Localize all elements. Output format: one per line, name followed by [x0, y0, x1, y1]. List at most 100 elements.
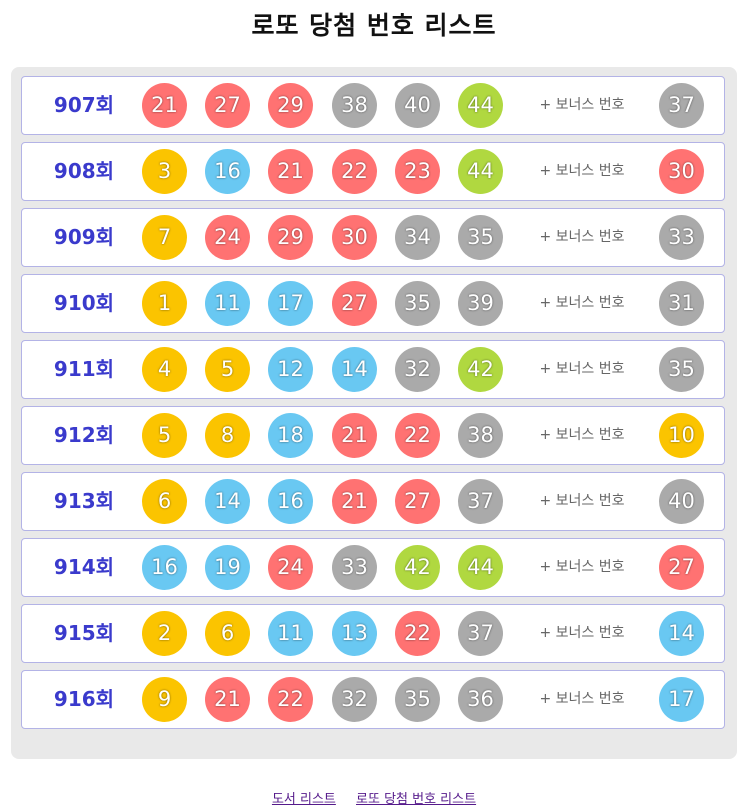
- round-label: 910회: [53, 291, 115, 315]
- round-label: 913회: [53, 489, 115, 513]
- bonus-label: + 보너스 번호: [539, 625, 625, 641]
- bonus-label: + 보너스 번호: [539, 295, 625, 311]
- bonus-ball: 31: [659, 281, 704, 326]
- bonus-label: + 보너스 번호: [539, 97, 625, 113]
- number-ball: 16: [268, 479, 313, 524]
- number-ball: 21: [142, 83, 187, 128]
- number-ball: 36: [458, 677, 503, 722]
- bonus-label: + 보너스 번호: [539, 559, 625, 575]
- bonus-label: + 보너스 번호: [539, 163, 625, 179]
- draw-row: 911회 4 5 12 14 32 42 + 보너스 번호 35: [21, 340, 725, 399]
- number-ball: 22: [332, 149, 377, 194]
- number-ball: 39: [458, 281, 503, 326]
- number-ball: 6: [205, 611, 250, 656]
- number-ball: 5: [205, 347, 250, 392]
- number-ball: 44: [458, 545, 503, 590]
- footer-nav: 도서 리스트 로또 당첨 번호 리스트: [0, 788, 748, 807]
- number-ball: 37: [458, 611, 503, 656]
- round-label: 909회: [53, 225, 115, 249]
- number-ball: 27: [332, 281, 377, 326]
- number-ball: 11: [205, 281, 250, 326]
- number-ball: 22: [268, 677, 313, 722]
- number-ball: 3: [142, 149, 187, 194]
- number-ball: 35: [395, 281, 440, 326]
- page-title: 로또 당첨 번호 리스트: [251, 11, 497, 40]
- draw-row: 909회 7 24 29 30 34 35 + 보너스 번호 33: [21, 208, 725, 267]
- draw-row: 913회 6 14 16 21 27 37 + 보너스 번호 40: [21, 472, 725, 531]
- number-ball: 14: [205, 479, 250, 524]
- number-ball: 6: [142, 479, 187, 524]
- bonus-ball: 14: [659, 611, 704, 656]
- bonus-label: + 보너스 번호: [539, 229, 625, 245]
- round-label: 912회: [53, 423, 115, 447]
- draw-row: 914회 16 19 24 33 42 44 + 보너스 번호 27: [21, 538, 725, 597]
- number-ball: 42: [395, 545, 440, 590]
- round-label: 916회: [53, 687, 115, 711]
- number-ball: 35: [395, 677, 440, 722]
- draw-row: 916회 9 21 22 32 35 36 + 보너스 번호 17: [21, 670, 725, 729]
- number-ball: 4: [142, 347, 187, 392]
- bonus-label: + 보너스 번호: [539, 691, 625, 707]
- draw-row: 908회 3 16 21 22 23 44 + 보너스 번호 30: [21, 142, 725, 201]
- round-label: 908회: [53, 159, 115, 183]
- number-ball: 22: [395, 611, 440, 656]
- number-ball: 27: [205, 83, 250, 128]
- number-ball: 2: [142, 611, 187, 656]
- number-ball: 32: [332, 677, 377, 722]
- number-ball: 22: [395, 413, 440, 458]
- draw-list-panel: 907회 21 27 29 38 40 44 + 보너스 번호 37 908회 3 16 21 22 23 4…: [11, 67, 737, 759]
- bonus-ball: 17: [659, 677, 704, 722]
- number-ball: 44: [458, 149, 503, 194]
- number-ball: 13: [332, 611, 377, 656]
- number-ball: 33: [332, 545, 377, 590]
- number-ball: 42: [458, 347, 503, 392]
- number-ball: 9: [142, 677, 187, 722]
- number-ball: 35: [458, 215, 503, 260]
- number-ball: 24: [268, 545, 313, 590]
- draw-row: 912회 5 8 18 21 22 38 + 보너스 번호 10: [21, 406, 725, 465]
- number-ball: 16: [142, 545, 187, 590]
- number-ball: 16: [205, 149, 250, 194]
- bonus-ball: 35: [659, 347, 704, 392]
- number-ball: 11: [268, 611, 313, 656]
- bonus-ball: 10: [659, 413, 704, 458]
- round-label: 915회: [53, 621, 115, 645]
- number-ball: 29: [268, 83, 313, 128]
- bonus-ball: 27: [659, 545, 704, 590]
- number-ball: 21: [332, 413, 377, 458]
- lotto-list-link[interactable]: 로또 당첨 번호 리스트: [356, 792, 477, 807]
- number-ball: 32: [395, 347, 440, 392]
- bonus-ball: 33: [659, 215, 704, 260]
- bonus-label: + 보너스 번호: [539, 427, 625, 443]
- number-ball: 29: [268, 215, 313, 260]
- number-ball: 5: [142, 413, 187, 458]
- bonus-ball: 37: [659, 83, 704, 128]
- round-label: 907회: [53, 93, 115, 117]
- number-ball: 19: [205, 545, 250, 590]
- book-list-link[interactable]: 도서 리스트: [271, 792, 336, 807]
- bonus-label: + 보너스 번호: [539, 493, 625, 509]
- number-ball: 21: [205, 677, 250, 722]
- number-ball: 23: [395, 149, 440, 194]
- number-ball: 14: [332, 347, 377, 392]
- bonus-ball: 30: [659, 149, 704, 194]
- number-ball: 37: [458, 479, 503, 524]
- draw-row: 915회 2 6 11 13 22 37 + 보너스 번호 14: [21, 604, 725, 663]
- bonus-ball: 40: [659, 479, 704, 524]
- draw-row: 907회 21 27 29 38 40 44 + 보너스 번호 37: [21, 76, 725, 135]
- number-ball: 38: [332, 83, 377, 128]
- draw-list: 907회 21 27 29 38 40 44 + 보너스 번호 37 908회 3 16 21 22 23 4…: [21, 76, 725, 736]
- number-ball: 8: [205, 413, 250, 458]
- number-ball: 21: [332, 479, 377, 524]
- number-ball: 12: [268, 347, 313, 392]
- number-ball: 24: [205, 215, 250, 260]
- number-ball: 17: [268, 281, 313, 326]
- number-ball: 7: [142, 215, 187, 260]
- round-label: 911회: [53, 357, 115, 381]
- draw-row: 910회 1 11 17 27 35 39 + 보너스 번호 31: [21, 274, 725, 333]
- number-ball: 21: [268, 149, 313, 194]
- bonus-label: + 보너스 번호: [539, 361, 625, 377]
- number-ball: 30: [332, 215, 377, 260]
- number-ball: 18: [268, 413, 313, 458]
- number-ball: 1: [142, 281, 187, 326]
